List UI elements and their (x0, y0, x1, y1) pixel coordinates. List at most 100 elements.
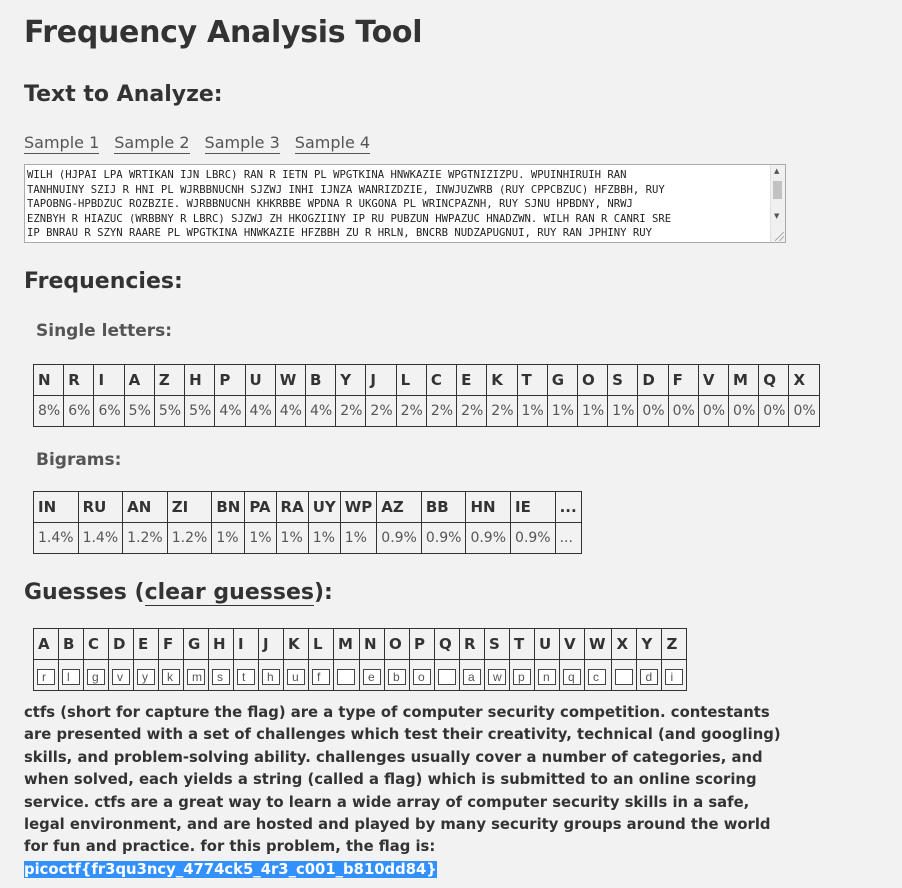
single-letter-percent: 6% (63, 395, 95, 427)
clear-guesses-link[interactable]: clear guesses (144, 580, 314, 606)
guess-letter-header: M (333, 628, 360, 660)
guesses-heading: Guesses (clear guesses): (24, 580, 333, 606)
bigram-header: UY (307, 491, 341, 523)
guess-input[interactable] (387, 668, 406, 685)
single-letter-percent: 0% (637, 395, 669, 427)
sample-2-link[interactable]: Sample 2 (114, 133, 190, 154)
frequencies-heading: Frequencies: (24, 269, 183, 294)
textarea-scrollbar[interactable]: ▲ ▼ (770, 165, 785, 242)
single-letter-header: D (637, 364, 669, 396)
single-letter-header: B (304, 364, 337, 396)
guess-input[interactable] (640, 668, 659, 685)
single-letter-header: X (788, 364, 820, 396)
decrypted-paragraph: ctfs (short for capture the flag) are a … (24, 704, 781, 856)
single-letter-header: G (546, 364, 578, 396)
guess-cell (33, 659, 59, 691)
guess-cell (583, 659, 613, 691)
guess-input[interactable] (262, 668, 280, 685)
guess-input[interactable] (187, 668, 205, 685)
guess-input[interactable] (487, 668, 506, 685)
guess-cell (208, 659, 234, 691)
sample-3-link[interactable]: Sample 3 (204, 133, 280, 154)
guess-cell (133, 659, 159, 691)
guess-letter-header: I (233, 628, 259, 660)
resize-grip-icon[interactable] (775, 232, 784, 241)
sample-1-link[interactable]: Sample 1 (24, 133, 100, 154)
guess-input[interactable] (137, 668, 155, 685)
guess-input[interactable] (87, 668, 105, 685)
guess-input-row (33, 659, 688, 691)
guess-cell (636, 659, 663, 691)
ciphertext-content[interactable]: WILH (HJPAI LPA WRTIKAN IJN LBRC) RAN R … (27, 169, 672, 240)
guess-input[interactable] (337, 668, 355, 685)
guess-letter-header: D (108, 628, 134, 660)
bigram-table: IN RU AN ZI BN PA RA UY WP AZ BB HN IE... 1.4% 1.4% 1.… (33, 491, 582, 554)
guess-input[interactable] (162, 668, 180, 685)
guess-letter-header: Y (636, 628, 663, 660)
bigram-percent: 1% (339, 522, 378, 554)
guess-input[interactable] (112, 668, 130, 685)
guess-input[interactable] (462, 668, 481, 685)
bigram-header: RA (275, 491, 309, 523)
guess-input[interactable] (587, 668, 606, 685)
bigram-percent: 1.4% (33, 522, 79, 554)
guess-letter-header: X (611, 628, 638, 660)
bigram-header: AZ (376, 491, 422, 523)
single-letter-header: R (63, 364, 95, 396)
single-letter-header: T (516, 364, 548, 396)
guess-letter-header: T (508, 628, 535, 660)
bigram-header-row: IN RU AN ZI BN PA RA UY WP AZ BB HN IE... (33, 491, 582, 523)
guess-letter-header: H (208, 628, 234, 660)
guess-cell (333, 659, 360, 691)
guess-input[interactable] (287, 668, 305, 685)
guess-letter-header: O (383, 628, 410, 660)
single-letter-percent: 1% (546, 395, 578, 427)
guess-input[interactable] (62, 668, 80, 685)
guess-input[interactable] (212, 668, 230, 685)
guess-input[interactable] (437, 668, 456, 685)
guess-input[interactable] (615, 668, 634, 685)
guess-letter-header: S (483, 628, 510, 660)
guess-input[interactable] (237, 668, 255, 685)
bigram-percent: 1.2% (122, 522, 168, 554)
single-letter-header: C (425, 364, 458, 396)
guess-cell (433, 659, 460, 691)
guess-letter-header: Q (433, 628, 460, 660)
guess-cell (458, 659, 485, 691)
bigram-percent: 1% (244, 522, 277, 554)
single-letter-percent: 2% (456, 395, 488, 427)
guess-cell (383, 659, 410, 691)
single-letter-percent: 5% (123, 395, 155, 427)
bigram-value-row: 1.4% 1.4% 1.2% 1.2% 1% 1% 1% 1% 1% 0.9% 0.9% 0.9% 0.… (33, 522, 582, 554)
guess-input[interactable] (312, 668, 330, 685)
guess-letter-header: E (133, 628, 159, 660)
guess-input[interactable] (37, 668, 55, 685)
sample-4-link[interactable]: Sample 4 (294, 133, 371, 154)
single-letters-heading: Single letters: (36, 321, 173, 341)
scroll-up-arrow-icon[interactable]: ▲ (774, 167, 780, 175)
scroll-thumb[interactable] (773, 181, 782, 199)
guess-input[interactable] (537, 668, 556, 685)
guess-input[interactable] (362, 668, 381, 685)
single-letter-header: P (214, 364, 246, 396)
bigram-percent: ... (554, 522, 582, 554)
single-letter-value-row: 8% 6% 6% 5% 5% 5% 4% 4% 4% 4% 2% 2% 2% 2% 2% 2% 1% 1% 1% 1%… (32, 395, 820, 427)
guess-input[interactable] (412, 668, 431, 685)
ciphertext-textarea[interactable]: WILH (HJPAI LPA WRTIKAN IJN LBRC) RAN R … (24, 164, 786, 243)
guess-input[interactable] (562, 668, 581, 685)
guess-cell (83, 659, 109, 691)
page-title: Frequency Analysis Tool (24, 15, 423, 50)
guess-cell (358, 659, 385, 691)
scroll-down-arrow-icon[interactable]: ▼ (774, 212, 780, 220)
single-letter-header: O (576, 364, 609, 396)
guess-cell (158, 659, 184, 691)
guess-input[interactable] (512, 668, 531, 685)
guess-input[interactable] (665, 668, 684, 685)
single-letter-header: U (244, 364, 276, 396)
guess-cell (611, 659, 638, 691)
bigram-percent: 1.4% (77, 522, 124, 554)
guess-letter-header: A (33, 628, 59, 660)
